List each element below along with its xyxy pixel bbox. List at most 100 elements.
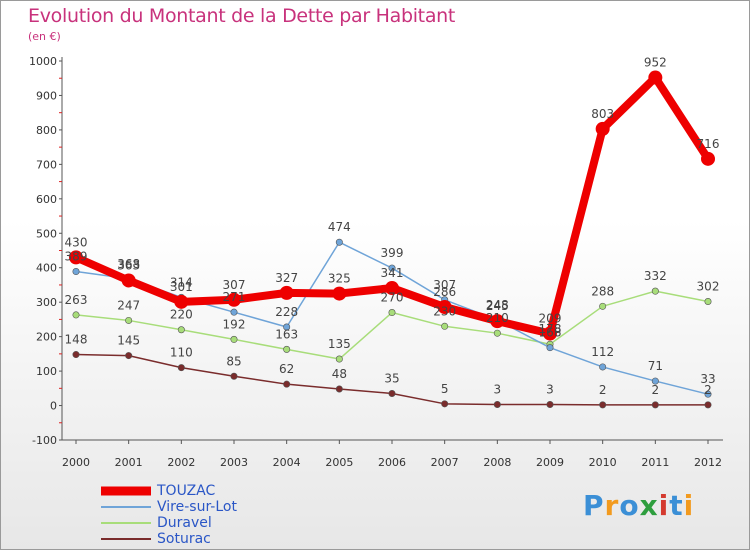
- data-point-soturac: [230, 372, 238, 380]
- chart-title: Evolution du Montant de la Dette par Hab…: [28, 5, 456, 27]
- data-label-vire-sur-lot: 112: [591, 345, 614, 359]
- legend: TOUZAC Vire-sur-Lot Duravel Soturac: [101, 483, 321, 547]
- data-point-vire-sur-lot: [283, 323, 291, 331]
- data-label-touzac: 245: [486, 299, 509, 313]
- legend-item-soturac: Soturac: [101, 531, 321, 547]
- data-label-duravel: 263: [65, 293, 88, 307]
- data-point-vire-sur-lot: [72, 268, 80, 276]
- x-tick-label: 2011: [641, 456, 669, 469]
- data-label-soturac: 48: [332, 367, 347, 381]
- data-label-soturac: 110: [170, 346, 193, 360]
- data-point-touzac: [648, 70, 663, 85]
- data-point-duravel: [493, 329, 501, 337]
- y-tick-label: -100: [32, 434, 57, 447]
- data-point-touzac: [701, 151, 715, 166]
- data-label-vire-sur-lot: 368: [117, 257, 140, 271]
- data-point-vire-sur-lot: [230, 308, 238, 316]
- y-tick-label: 600: [36, 193, 57, 206]
- data-label-soturac: 85: [226, 354, 241, 368]
- y-tick-label: 200: [36, 331, 57, 344]
- data-label-touzac: 803: [591, 107, 614, 121]
- x-tick-label: 2004: [273, 456, 301, 469]
- data-point-duravel: [599, 302, 607, 310]
- data-point-soturac: [704, 401, 712, 409]
- x-tick-label: 2007: [431, 456, 459, 469]
- axes: -100 0 100 200 300 400 500 600 700 800 900 1000 2000…: [29, 55, 723, 469]
- data-label-duravel: 135: [328, 337, 351, 351]
- data-point-vire-sur-lot: [704, 390, 712, 398]
- data-point-touzac: [279, 285, 294, 300]
- data-label-duravel: 302: [697, 279, 720, 293]
- data-label-soturac: 148: [65, 333, 88, 347]
- x-tick-label: 2006: [378, 456, 406, 469]
- x-tick-label: 2003: [220, 456, 248, 469]
- data-label-vire-sur-lot: 71: [648, 359, 663, 373]
- data-point-duravel: [230, 335, 238, 343]
- data-point-duravel: [125, 316, 133, 324]
- data-label-soturac: 62: [279, 362, 294, 376]
- x-tick-label: 2005: [325, 456, 353, 469]
- x-tick-label: 2008: [483, 456, 511, 469]
- data-point-duravel: [283, 345, 291, 353]
- data-label-duravel: 270: [381, 291, 404, 305]
- data-label-duravel: 230: [433, 304, 456, 318]
- data-label-vire-sur-lot: 474: [328, 220, 351, 234]
- y-tick-label: 900: [36, 89, 57, 102]
- data-point-touzac: [332, 286, 347, 301]
- data-label-vire-sur-lot: 168: [539, 326, 562, 340]
- data-label-soturac: 145: [117, 334, 140, 348]
- data-label-vire-sur-lot: 228: [275, 305, 298, 319]
- data-label-vire-sur-lot: 271: [223, 290, 246, 304]
- data-label-touzac: 363: [117, 258, 140, 272]
- legend-swatch: [101, 506, 151, 508]
- x-tick-label: 2002: [167, 456, 195, 469]
- y-tick-label: 0: [50, 400, 57, 413]
- data-label-touzac: 341: [381, 266, 404, 280]
- data-point-duravel: [72, 311, 80, 319]
- data-label-duravel: 220: [170, 308, 193, 322]
- data-label-soturac: 2: [704, 383, 712, 397]
- data-point-duravel: [441, 322, 449, 330]
- data-point-touzac: [595, 121, 610, 136]
- data-label-touzac: 327: [275, 271, 298, 285]
- data-label-touzac: 286: [433, 285, 456, 299]
- data-label-vire-sur-lot: 314: [170, 275, 193, 289]
- data-point-touzac: [437, 300, 452, 315]
- legend-label: TOUZAC: [157, 483, 216, 499]
- data-label-vire-sur-lot: 399: [381, 246, 404, 260]
- data-point-touzac: [69, 250, 83, 265]
- data-point-soturac: [283, 380, 291, 388]
- data-point-soturac: [599, 401, 607, 409]
- x-tick-label: 2001: [115, 456, 143, 469]
- legend-label: Duravel: [157, 515, 212, 531]
- data-label-duravel: 178: [539, 322, 562, 336]
- data-point-touzac: [227, 292, 241, 307]
- data-point-touzac: [543, 326, 557, 341]
- data-label-soturac: 5: [441, 382, 449, 396]
- y-tick-label: 500: [36, 227, 57, 240]
- data-label-touzac: 430: [65, 235, 88, 249]
- legend-label: Vire-sur-Lot: [157, 499, 237, 515]
- legend-swatch: [101, 522, 151, 524]
- logo-letter: x: [639, 489, 659, 522]
- data-point-soturac: [651, 401, 659, 409]
- legend-swatch: [101, 538, 151, 540]
- data-label-vire-sur-lot: 248: [486, 298, 509, 312]
- series-layer: [69, 70, 715, 409]
- data-label-touzac: 716: [697, 137, 720, 151]
- chart-subtitle: (en €): [28, 30, 61, 43]
- data-label-vire-sur-lot: 307: [433, 278, 456, 292]
- data-point-duravel: [388, 309, 396, 317]
- data-point-duravel: [335, 355, 343, 363]
- data-label-touzac: 301: [170, 280, 193, 294]
- data-point-duravel: [177, 326, 185, 334]
- x-tick-label: 2012: [694, 456, 722, 469]
- data-point-duravel: [651, 287, 659, 295]
- data-point-vire-sur-lot: [651, 377, 659, 385]
- y-tick-label: 1000: [29, 55, 57, 68]
- data-point-vire-sur-lot: [388, 264, 396, 272]
- data-label-soturac: 2: [652, 383, 660, 397]
- legend-item-vire-sur-lot: Vire-sur-Lot: [101, 499, 321, 515]
- data-point-vire-sur-lot: [546, 344, 554, 352]
- proxiti-logo: Proxiti: [583, 489, 694, 522]
